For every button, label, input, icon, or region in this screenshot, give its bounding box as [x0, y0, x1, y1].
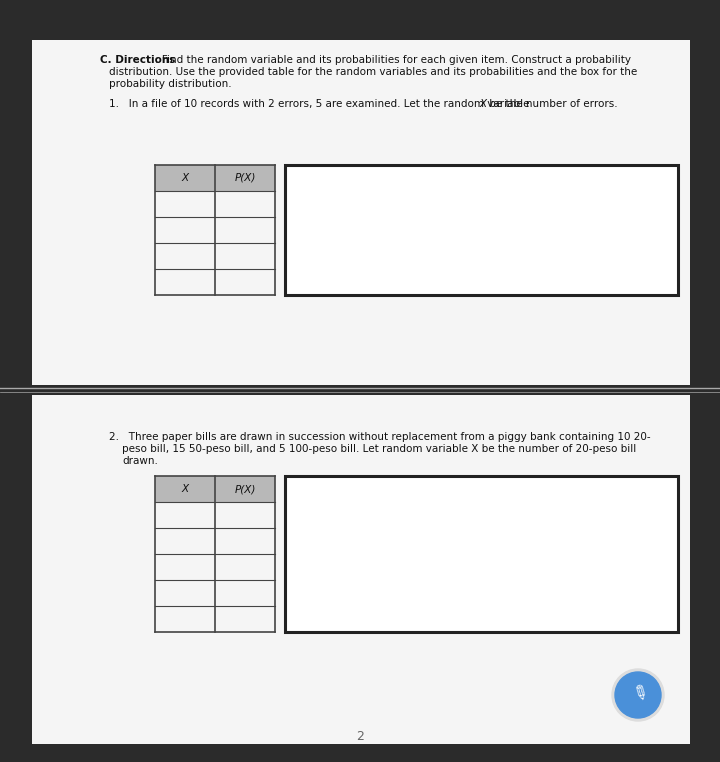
Text: peso bill, 15 50-peso bill, and 5 100-peso bill. Let random variable X be the nu: peso bill, 15 50-peso bill, and 5 100-pe…: [122, 444, 636, 454]
Text: : Find the random variable and its probabilities for each given item. Construct : : Find the random variable and its proba…: [155, 55, 631, 65]
Bar: [32, 40, 690, 385]
Text: ✎: ✎: [626, 683, 650, 707]
Text: X: X: [181, 173, 189, 183]
Text: drawn.: drawn.: [122, 456, 158, 466]
Text: distribution. Use the provided table for the random variables and its probabilit: distribution. Use the provided table for…: [109, 67, 637, 77]
Bar: [285, 165, 678, 295]
Bar: [285, 476, 678, 632]
Text: 1.   In a file of 10 records with 2 errors, 5 are examined. Let the random varia: 1. In a file of 10 records with 2 errors…: [109, 99, 533, 109]
Circle shape: [612, 669, 664, 721]
Text: probability distribution.: probability distribution.: [109, 79, 232, 89]
Text: X: X: [479, 99, 486, 109]
Bar: [155, 165, 275, 191]
Bar: [32, 395, 690, 744]
Text: 2: 2: [356, 729, 364, 742]
Text: P(X): P(X): [234, 484, 256, 494]
Text: X: X: [181, 484, 189, 494]
Text: P(X): P(X): [234, 173, 256, 183]
Text: 2.   Three paper bills are drawn in succession without replacement from a piggy : 2. Three paper bills are drawn in succes…: [109, 432, 651, 442]
Circle shape: [615, 672, 661, 718]
Text: C. Directions: C. Directions: [100, 55, 176, 65]
Bar: [155, 476, 275, 502]
Text: be the number of errors.: be the number of errors.: [486, 99, 618, 109]
